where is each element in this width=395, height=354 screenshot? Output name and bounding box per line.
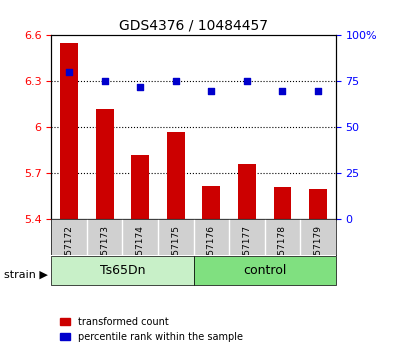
Bar bbox=[131, 155, 149, 354]
Text: GSM957175: GSM957175 bbox=[171, 225, 180, 280]
Bar bbox=[274, 187, 292, 354]
Title: GDS4376 / 10484457: GDS4376 / 10484457 bbox=[119, 19, 268, 33]
Bar bbox=[96, 109, 114, 354]
Point bbox=[66, 69, 72, 75]
Point bbox=[102, 79, 108, 84]
FancyBboxPatch shape bbox=[51, 256, 194, 285]
Point bbox=[137, 84, 143, 90]
Text: GSM957179: GSM957179 bbox=[314, 225, 322, 280]
Text: GSM957172: GSM957172 bbox=[65, 225, 73, 280]
Text: GSM957173: GSM957173 bbox=[100, 225, 109, 280]
Text: GSM957178: GSM957178 bbox=[278, 225, 287, 280]
Point bbox=[315, 88, 321, 93]
Point bbox=[279, 88, 286, 93]
Bar bbox=[202, 186, 220, 354]
Text: GSM957176: GSM957176 bbox=[207, 225, 216, 280]
Point bbox=[173, 79, 179, 84]
Text: Ts65Dn: Ts65Dn bbox=[100, 264, 145, 277]
Point bbox=[208, 88, 214, 93]
Text: control: control bbox=[243, 264, 286, 277]
Bar bbox=[60, 43, 78, 354]
Bar bbox=[309, 189, 327, 354]
Point bbox=[244, 79, 250, 84]
Legend: transformed count, percentile rank within the sample: transformed count, percentile rank withi… bbox=[56, 313, 246, 346]
Bar bbox=[167, 132, 184, 354]
FancyBboxPatch shape bbox=[194, 256, 336, 285]
Text: GSM957174: GSM957174 bbox=[136, 225, 145, 280]
Bar bbox=[238, 164, 256, 354]
Text: strain ▶: strain ▶ bbox=[4, 269, 48, 279]
Text: GSM957177: GSM957177 bbox=[243, 225, 251, 280]
